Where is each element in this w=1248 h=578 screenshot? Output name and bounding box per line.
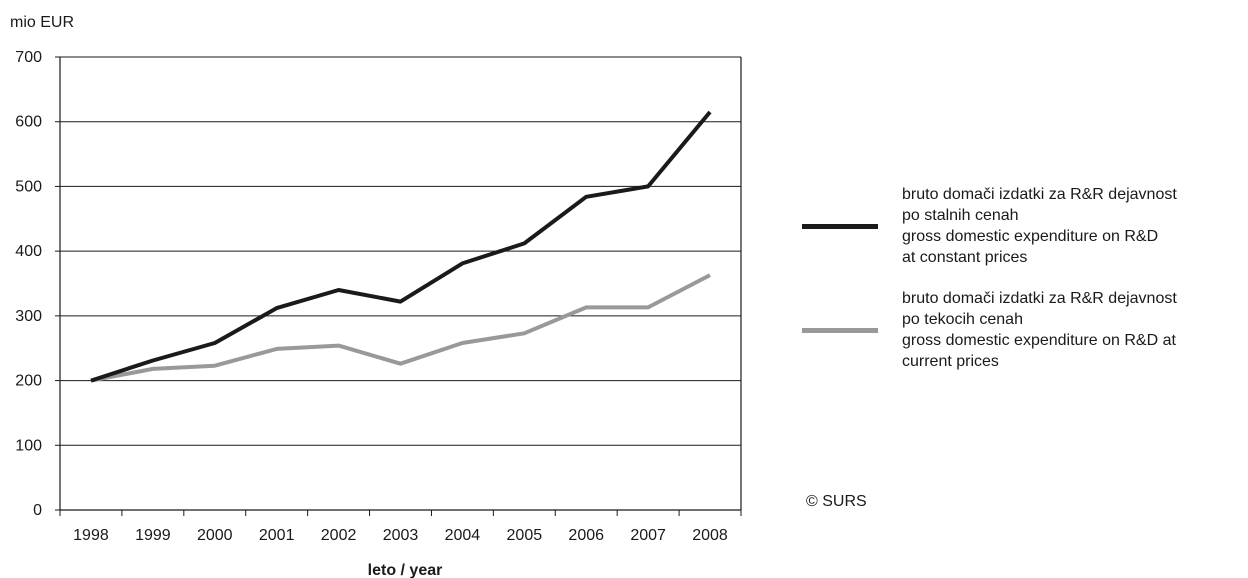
legend-line: bruto domači izdatki za R&R dejavnost bbox=[902, 290, 1177, 307]
y-axis-label: mio EUR bbox=[10, 14, 74, 31]
x-tick-label-2006: 2006 bbox=[568, 527, 604, 544]
axes bbox=[55, 56, 742, 516]
legend-label-constant-prices: bruto domači izdatki za R&R dejavnost po… bbox=[902, 184, 1248, 268]
x-tick-label-2000: 2000 bbox=[197, 527, 233, 544]
y-tick-labels: 0 100 200 300 400 500 600 700 bbox=[15, 49, 42, 519]
legend-line: gross domestic expenditure on R&D at bbox=[902, 332, 1176, 349]
y-tick-label-500: 500 bbox=[15, 178, 42, 195]
legend-item-constant-prices: bruto domači izdatki za R&R dejavnost po… bbox=[800, 184, 1248, 280]
y-tick-label-600: 600 bbox=[15, 114, 42, 131]
x-tick-label-2002: 2002 bbox=[321, 527, 357, 544]
legend-line: po tekocih cenah bbox=[902, 311, 1023, 328]
x-tick-label-2004: 2004 bbox=[445, 527, 481, 544]
legend-line: po stalnih cenah bbox=[902, 207, 1019, 224]
line-chart: 0 100 200 300 400 500 600 700 1998 1999 2000 2001 2… bbox=[10, 14, 742, 578]
legend-swatch-current-prices bbox=[802, 328, 878, 333]
legend-line: at constant prices bbox=[902, 249, 1028, 266]
gridlines bbox=[60, 56, 741, 446]
legend-swatch-constant-prices bbox=[802, 224, 878, 229]
x-tick-labels: 1998 1999 2000 2001 2002 2003 2004 2005 2006 2007… bbox=[73, 527, 728, 544]
y-tick-label-100: 100 bbox=[15, 437, 42, 454]
x-axis-label: leto / year bbox=[368, 562, 443, 578]
y-tick-label-400: 400 bbox=[15, 243, 42, 260]
series-line-0 bbox=[90, 110, 712, 383]
legend-label-current-prices: bruto domači izdatki za R&R dejavnost po… bbox=[902, 288, 1248, 372]
x-tick-label-2007: 2007 bbox=[630, 527, 666, 544]
x-tick-label-2005: 2005 bbox=[507, 527, 543, 544]
x-tick-label-2001: 2001 bbox=[259, 527, 295, 544]
x-tick-label-2003: 2003 bbox=[383, 527, 419, 544]
x-tick-label-2008: 2008 bbox=[692, 527, 728, 544]
y-tick-label-200: 200 bbox=[15, 373, 42, 390]
x-tick-label-1999: 1999 bbox=[135, 527, 171, 544]
legend-item-current-prices: bruto domači izdatki za R&R dejavnost po… bbox=[800, 288, 1248, 384]
legend: bruto domači izdatki za R&R dejavnost po… bbox=[800, 184, 1248, 384]
copyright-notice: © SURS bbox=[806, 493, 867, 510]
series-lines bbox=[90, 110, 712, 383]
y-tick-label-300: 300 bbox=[15, 308, 42, 325]
series-line-1 bbox=[90, 273, 711, 383]
legend-line: current prices bbox=[902, 353, 999, 370]
y-tick-label-700: 700 bbox=[15, 49, 42, 66]
y-tick-label-0: 0 bbox=[33, 502, 42, 519]
legend-line: bruto domači izdatki za R&R dejavnost bbox=[902, 186, 1177, 203]
x-tick-label-1998: 1998 bbox=[73, 527, 109, 544]
legend-line: gross domestic expenditure on R&D bbox=[902, 228, 1159, 245]
